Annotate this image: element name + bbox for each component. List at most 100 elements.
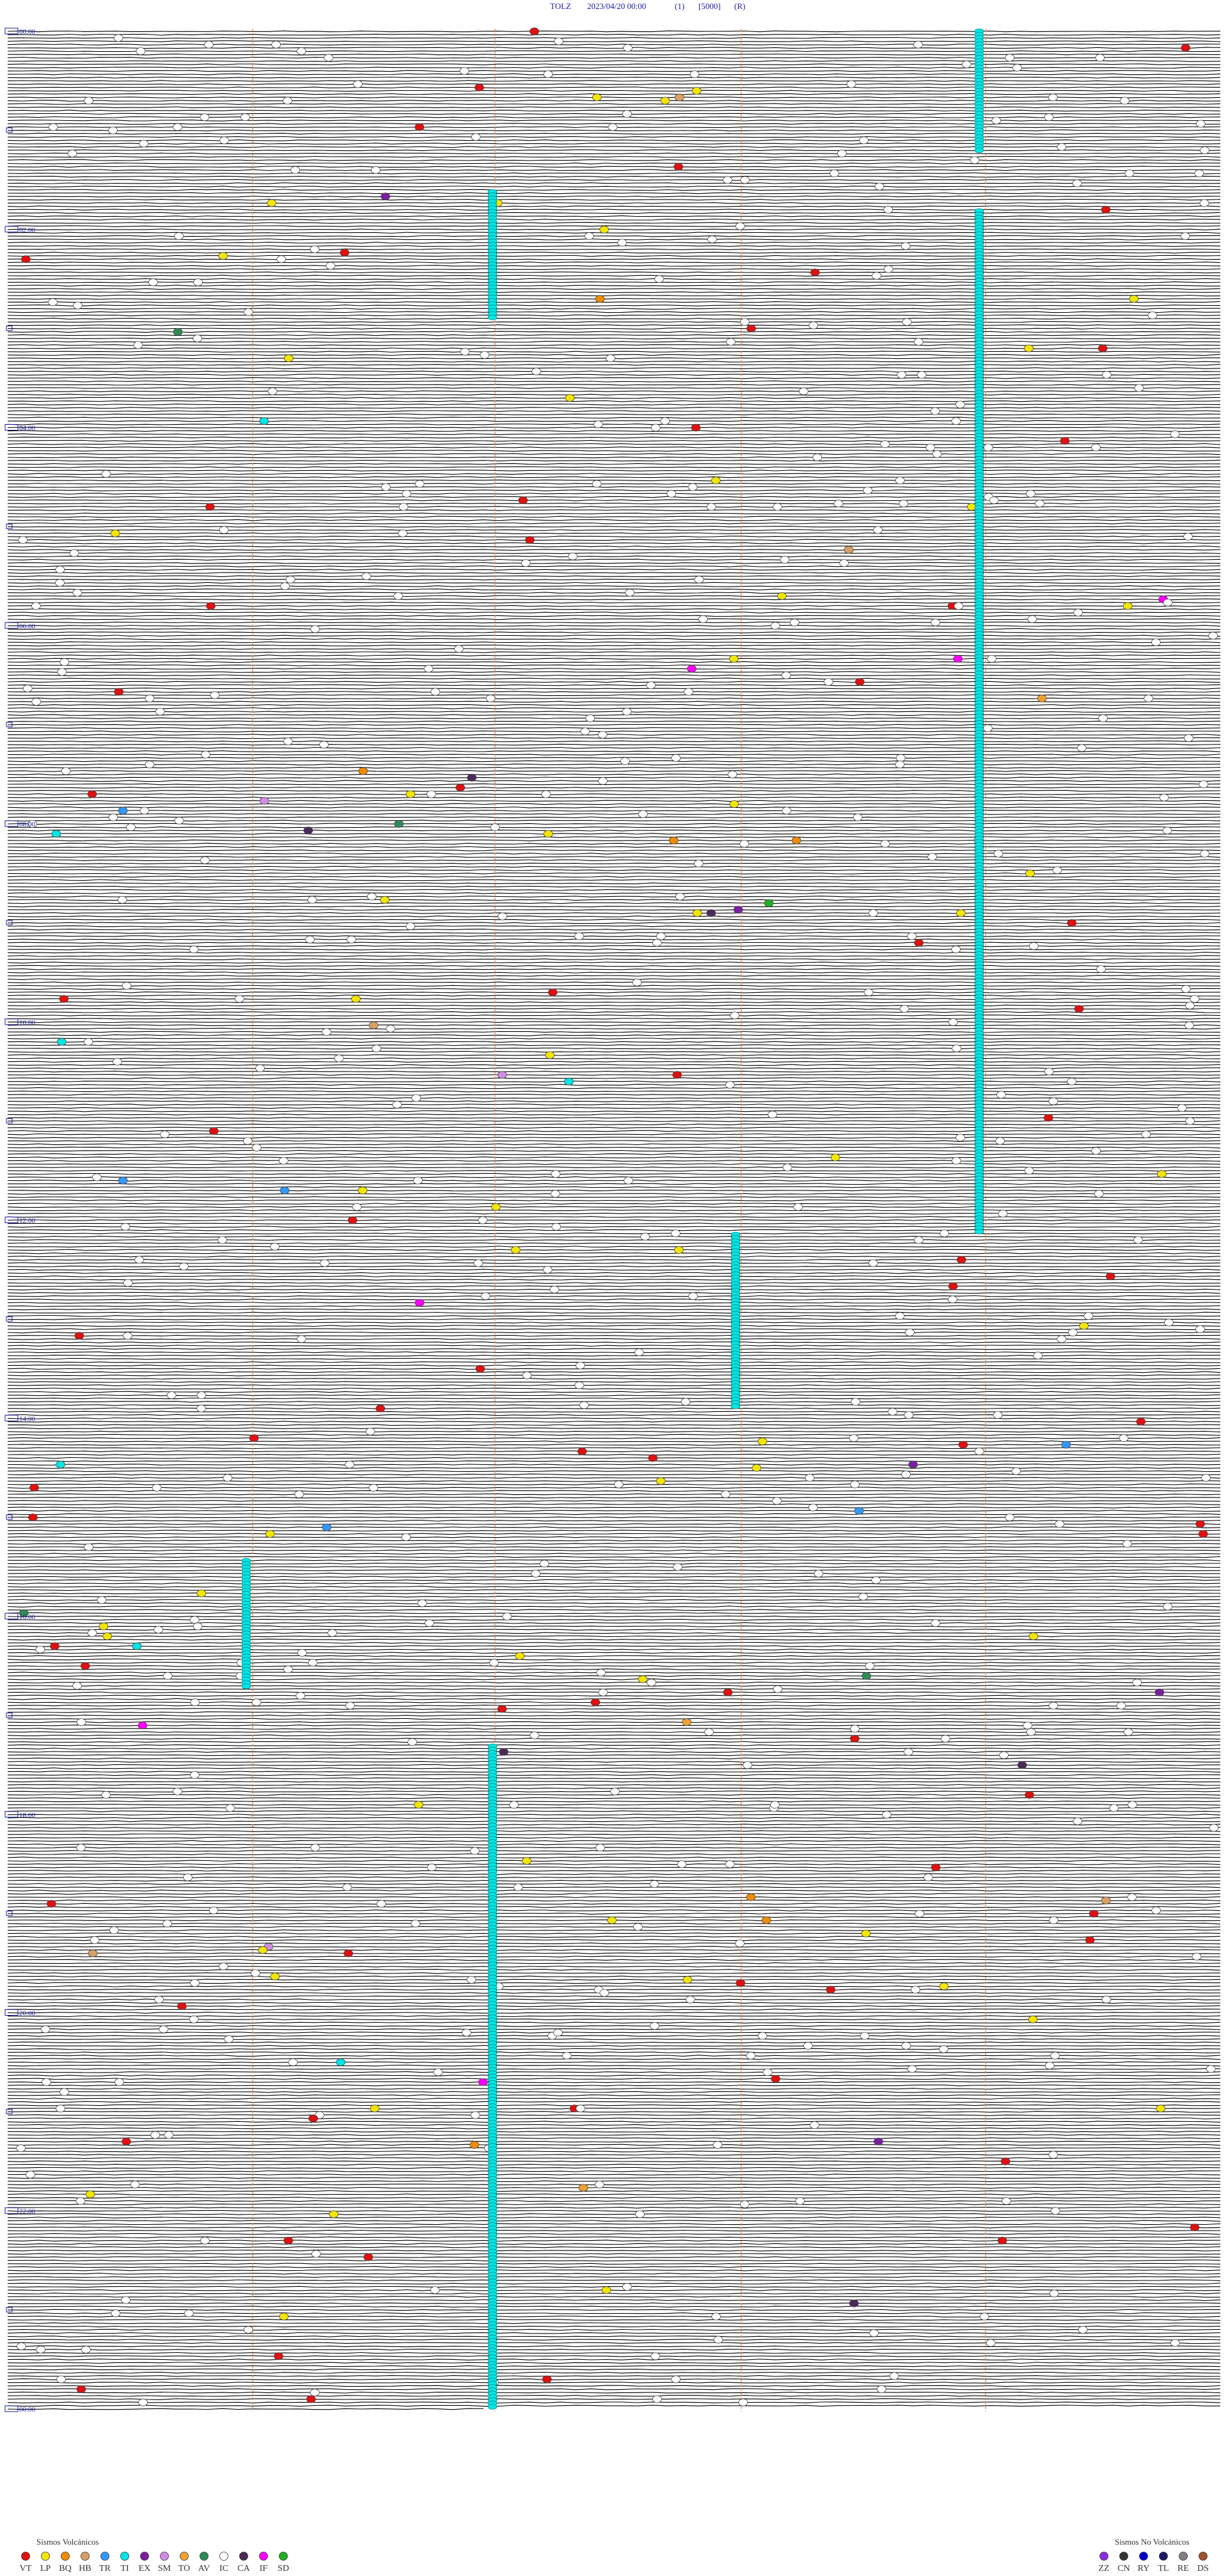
event-marker <box>152 1483 162 1492</box>
event-marker <box>28 820 38 828</box>
event-marker <box>1180 232 1190 241</box>
event-marker <box>608 123 618 131</box>
event-marker <box>1177 1104 1187 1112</box>
event-marker <box>414 480 425 488</box>
event-marker <box>590 1698 601 1707</box>
event-marker <box>1101 1897 1111 1904</box>
event-marker <box>1195 1520 1205 1528</box>
event-marker <box>1183 533 1193 541</box>
event-marker <box>1141 1130 1151 1139</box>
event-marker <box>1181 985 1191 993</box>
event-marker <box>210 691 220 699</box>
event-marker <box>1028 2015 1038 2023</box>
event-marker <box>294 1490 304 1498</box>
event-marker <box>47 1900 56 1908</box>
event-marker <box>59 995 69 1003</box>
event-marker <box>782 807 792 815</box>
event-marker <box>72 1682 82 1690</box>
event-marker <box>205 503 215 511</box>
event-marker <box>29 1483 39 1492</box>
event-marker <box>101 470 111 478</box>
event-marker <box>240 113 250 122</box>
event-marker <box>279 1187 290 1194</box>
hour-box <box>6 127 13 133</box>
event-marker <box>223 1474 233 1482</box>
event-marker <box>206 602 216 610</box>
event-marker <box>381 483 391 491</box>
event-marker <box>184 2309 194 2318</box>
event-marker <box>531 1569 540 1577</box>
event-marker <box>80 1662 90 1670</box>
event-marker <box>1124 170 1135 177</box>
station: TOLZ <box>550 1 571 11</box>
event-marker <box>196 1391 207 1400</box>
event-marker <box>183 1873 193 1881</box>
event-marker <box>773 503 782 511</box>
event-marker <box>576 2105 586 2113</box>
legend-code: IC <box>219 2564 228 2573</box>
event-marker <box>84 97 94 105</box>
event-marker <box>1192 1952 1202 1961</box>
event-marker <box>85 2190 95 2199</box>
event-marker <box>837 150 847 157</box>
event-marker <box>782 1164 792 1171</box>
event-marker <box>1170 430 1180 438</box>
event-marker <box>57 1038 67 1046</box>
event-marker <box>931 619 940 626</box>
event-marker <box>525 536 535 544</box>
event-marker <box>358 1187 368 1194</box>
event-marker <box>455 784 466 792</box>
event-marker <box>656 1477 666 1485</box>
event-marker <box>75 2197 86 2205</box>
event-marker <box>174 816 184 825</box>
event-marker <box>606 354 615 362</box>
event-marker <box>201 750 210 759</box>
label-box <box>4 2009 19 2016</box>
event-marker <box>288 2058 298 2066</box>
event-marker <box>310 625 320 633</box>
legend-swatch <box>21 2552 30 2561</box>
event-marker <box>381 193 390 201</box>
event-marker <box>42 2078 51 2086</box>
event-marker <box>363 2253 374 2261</box>
legend-swatch <box>279 2552 288 2561</box>
event-marker <box>868 909 878 917</box>
event-marker <box>31 698 42 706</box>
event-marker <box>914 938 924 947</box>
event-marker <box>595 1844 605 1852</box>
event-marker <box>166 1391 177 1400</box>
event-marker <box>736 1979 746 1987</box>
legend-code: BQ <box>59 2564 71 2573</box>
event-marker <box>883 205 893 214</box>
event-marker <box>689 70 700 78</box>
event-marker <box>598 777 608 785</box>
legend-swatch <box>61 2552 70 2561</box>
event-marker <box>673 1563 682 1571</box>
label-box <box>4 1217 19 1223</box>
event-marker <box>1163 599 1173 606</box>
event-marker <box>405 922 416 930</box>
event-marker <box>1195 1325 1205 1333</box>
event-marker <box>739 840 750 848</box>
event-marker <box>983 724 993 732</box>
event-marker <box>999 1751 1009 1759</box>
event-marker <box>932 450 942 458</box>
legend-swatch <box>120 2552 129 2561</box>
legend-swatch <box>1139 2552 1148 2561</box>
event-marker <box>846 80 856 88</box>
event-marker <box>771 2074 780 2083</box>
event-marker <box>620 757 630 765</box>
event-marker <box>134 1256 145 1264</box>
event-marker <box>993 1411 1003 1419</box>
event-marker <box>413 1176 423 1185</box>
event-marker <box>487 314 498 320</box>
event-marker <box>899 500 909 508</box>
event-marker <box>688 483 698 491</box>
event-marker <box>122 982 132 990</box>
event-marker <box>411 1094 421 1102</box>
event-marker <box>808 1503 818 1512</box>
event-marker <box>258 1946 268 1954</box>
event-marker <box>290 166 301 174</box>
event-marker <box>624 1176 633 1185</box>
event-marker <box>953 655 963 663</box>
